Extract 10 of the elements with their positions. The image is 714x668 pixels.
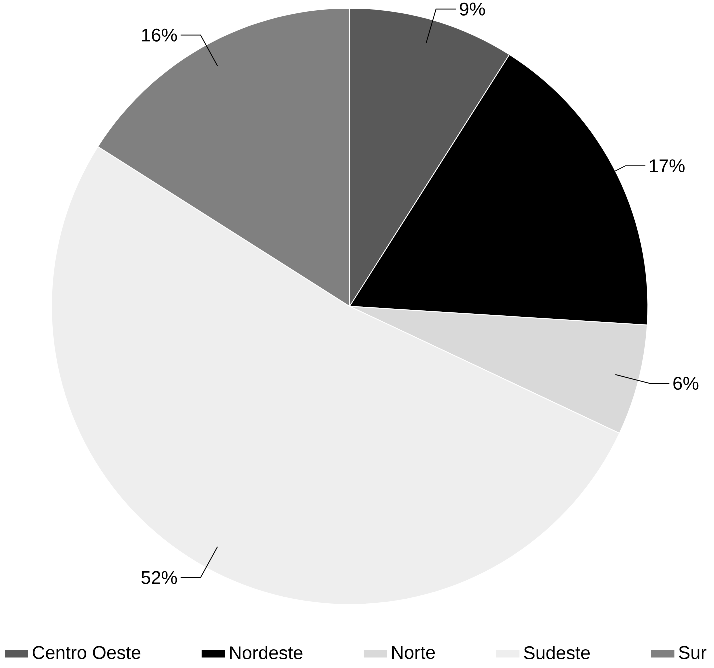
data-label: 52% [142, 571, 178, 584]
legend-label: Norte [392, 646, 436, 660]
legend-label: Sur [679, 646, 707, 660]
data-label: 16% [142, 28, 178, 42]
data-label: 6% [674, 377, 699, 390]
legend-label: Nordeste [230, 646, 303, 660]
data-label: 9% [460, 2, 486, 16]
data-label: 17% [650, 160, 685, 173]
legend-label: Centro Oeste [33, 646, 141, 660]
legend-label: Sudeste [524, 646, 590, 660]
